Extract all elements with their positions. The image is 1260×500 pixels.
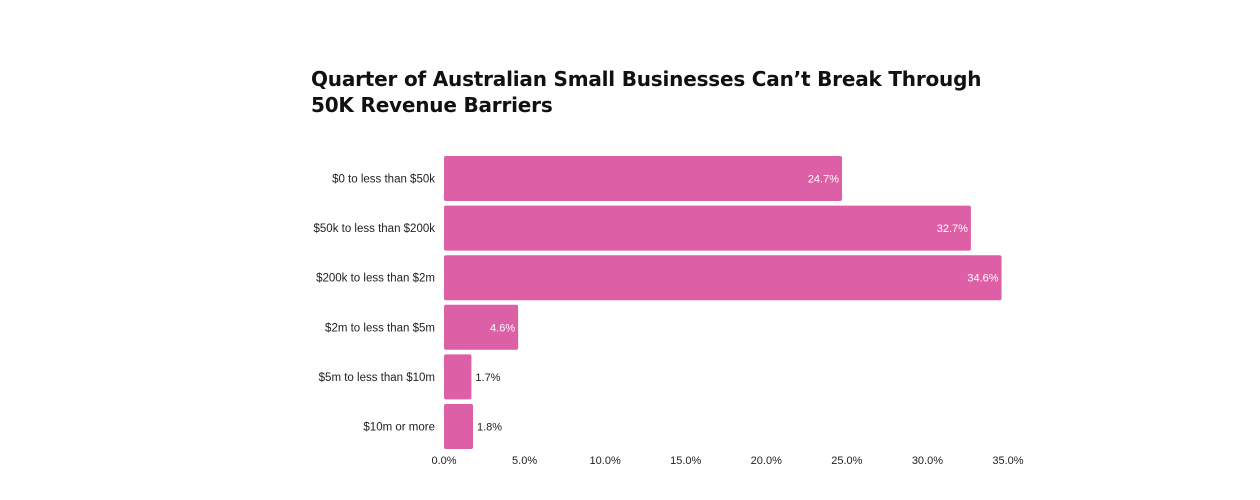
x-tick-label: 20.0% [751, 455, 782, 467]
category-label: $0 to less than $50k [332, 174, 435, 186]
bar-5 [444, 404, 474, 449]
bars [444, 156, 1002, 449]
x-tick-label: 5.0% [512, 455, 537, 467]
category-label: $50k to less than $200k [314, 223, 436, 235]
x-tick-label: 25.0% [831, 455, 862, 467]
data-label: 4.6% [490, 322, 515, 334]
x-tick-label: 35.0% [992, 455, 1023, 467]
data-label: 1.8% [477, 422, 502, 434]
category-label: $10m or more [363, 422, 435, 434]
category-label: $200k to less than $2m [316, 273, 435, 285]
x-axis-ticks: 0.0% 5.0% 10.0% 15.0% 20.0% 25.0% 30.0% 35.0% [431, 455, 1023, 467]
bar-3 [444, 304, 519, 350]
category-labels: $0 to less than $50k $50k to less than $2… [314, 174, 436, 434]
category-label: $2m to less than $5m [325, 322, 435, 334]
value-labels: 24.7% 32.7% 34.6% 4.6% 1.7% 1.8% [475, 174, 998, 434]
bar-0 [444, 156, 843, 201]
x-tick-label: 15.0% [670, 455, 701, 467]
x-tick-label: 30.0% [912, 455, 943, 467]
x-tick-label: 0.0% [431, 455, 456, 467]
category-label: $5m to less than $10m [319, 372, 435, 384]
data-label: 1.7% [475, 372, 500, 384]
bar-4 [444, 354, 472, 400]
data-label: 32.7% [937, 223, 968, 235]
chart-title: Quarter of Australian Small Businesses C… [311, 67, 982, 117]
data-label: 34.6% [967, 273, 998, 285]
bar-2 [444, 255, 1002, 301]
x-tick-label: 10.0% [590, 455, 621, 467]
bar-1 [444, 205, 971, 251]
data-label: 24.7% [808, 174, 839, 186]
